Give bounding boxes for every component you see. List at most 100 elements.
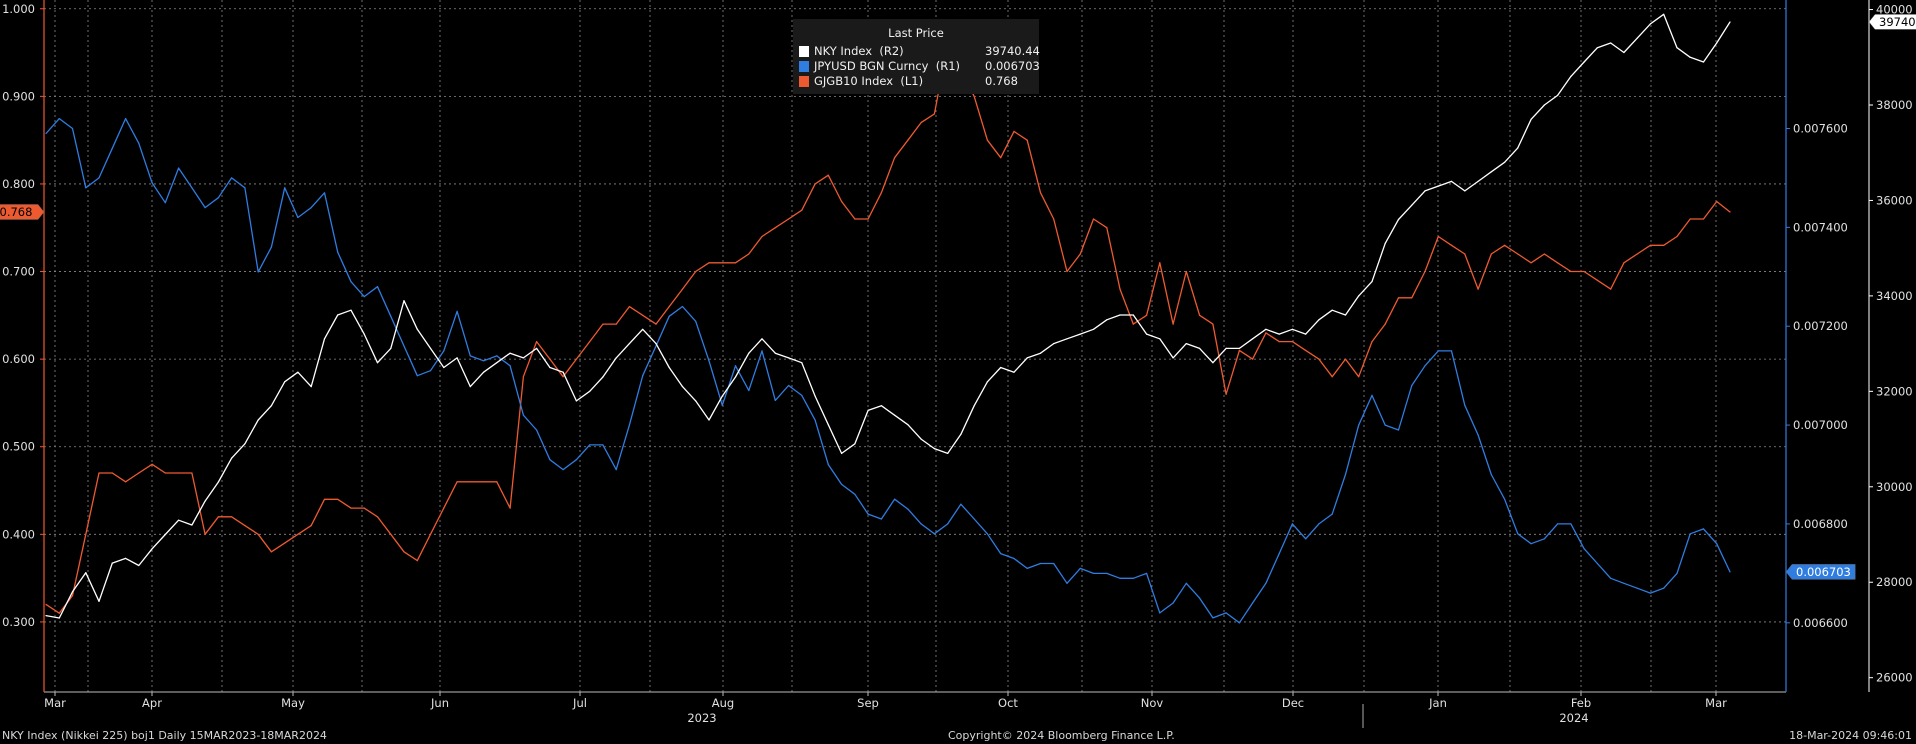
data-point-jpy-47 [668, 315, 670, 317]
data-point-jgb-126 [1716, 200, 1718, 203]
data-point-jgb-79 [1092, 218, 1095, 220]
data-point-nky-105 [1437, 185, 1439, 187]
data-point-nky-40 [575, 400, 578, 402]
data-point-nky-67 [933, 448, 936, 450]
data-point-jgb-41 [589, 341, 591, 343]
data-point-jpy-80 [1106, 572, 1108, 575]
data-point-jpy-38 [549, 459, 551, 461]
data-point-nky-17 [270, 405, 272, 407]
data-point-nky-55 [774, 352, 776, 354]
data-point-jgb-82 [1132, 323, 1134, 325]
data-point-jpy-43 [615, 469, 617, 471]
data-point-nky-107 [1464, 190, 1466, 192]
data-point-jgb-119 [1623, 262, 1625, 264]
data-point-jgb-106 [1450, 244, 1453, 246]
data-point-jgb-91 [1252, 358, 1254, 360]
data-point-jpy-15 [244, 187, 246, 189]
data-point-jpy-86 [1185, 582, 1187, 584]
data-point-nky-44 [628, 343, 631, 345]
data-point-jgb-120 [1636, 253, 1638, 255]
data-point-nky-20 [310, 386, 312, 388]
data-point-jgb-122 [1663, 244, 1665, 246]
data-point-jpy-18 [284, 187, 286, 189]
data-point-jpy-52 [734, 365, 737, 367]
data-point-nky-99 [1358, 295, 1360, 297]
data-point-jpy-54 [761, 350, 763, 352]
data-point-jpy-19 [297, 216, 299, 219]
data-point-nky-1 [58, 617, 60, 619]
data-point-jgb-5 [111, 472, 113, 474]
data-point-jpy-83 [1146, 572, 1148, 575]
footer-copyright: Copyright© 2024 Bloomberg Finance L.P. [948, 729, 1175, 742]
data-point-jgb-31 [456, 481, 458, 483]
data-point-jpy-70 [973, 518, 975, 520]
data-point-jgb-12 [204, 533, 206, 535]
data-point-nky-22 [337, 314, 339, 316]
chart-background [0, 0, 1916, 728]
data-point-jpy-126 [1716, 543, 1718, 545]
data-point-jpy-32 [469, 355, 471, 357]
data-point-jpy-123 [1676, 572, 1678, 575]
data-point-jgb-2 [71, 595, 74, 597]
legend-value-nky: 39740.44 [985, 44, 1040, 58]
data-point-jgb-109 [1490, 253, 1492, 255]
data-point-jgb-89 [1225, 393, 1227, 395]
data-point-nky-116 [1583, 61, 1585, 63]
data-point-jgb-59 [827, 174, 829, 176]
data-point-jgb-11 [191, 472, 193, 474]
data-point-jpy-125 [1702, 528, 1705, 530]
data-point-jgb-108 [1477, 288, 1479, 290]
data-point-jpy-124 [1689, 533, 1691, 535]
data-point-nky-52 [734, 376, 737, 378]
data-point-nky-14 [231, 457, 233, 459]
data-point-nky-109 [1490, 171, 1492, 173]
data-point-jpy-66 [920, 523, 922, 525]
data-point-nky-83 [1146, 333, 1148, 335]
data-point-nky-113 [1543, 104, 1545, 106]
data-point-jgb-32 [469, 481, 471, 483]
data-point-nky-60 [841, 452, 843, 454]
data-point-nky-35 [509, 352, 511, 354]
data-point-jpy-55 [774, 399, 776, 401]
data-point-jgb-4 [98, 472, 100, 474]
data-point-jgb-94 [1291, 341, 1293, 343]
data-point-jpy-25 [376, 286, 379, 288]
data-point-jgb-24 [363, 507, 365, 509]
data-point-nky-90 [1238, 347, 1240, 349]
data-point-nky-68 [947, 452, 949, 454]
data-point-nky-43 [615, 357, 617, 359]
data-point-nky-64 [894, 414, 896, 416]
data-point-nky-93 [1278, 333, 1280, 335]
data-point-jpy-116 [1583, 548, 1585, 550]
x-tick-label-8: Nov [1141, 696, 1164, 710]
data-point-jgb-16 [257, 533, 259, 535]
data-point-jpy-79 [1092, 572, 1095, 575]
data-point-jpy-103 [1411, 384, 1413, 387]
data-point-jgb-74 [1026, 139, 1028, 141]
data-point-jgb-67 [933, 113, 936, 115]
data-point-nky-101 [1384, 242, 1386, 244]
data-point-jpy-49 [695, 320, 697, 322]
series-line-jpy [45, 117, 1731, 624]
data-point-nky-47 [668, 366, 670, 369]
right2-tick-label-3: 34000 [1876, 289, 1913, 303]
data-point-nky-65 [907, 424, 909, 426]
tag-nky-text: 39740.44 [1879, 15, 1916, 29]
data-point-jpy-35 [509, 365, 511, 367]
data-point-jpy-115 [1570, 523, 1572, 525]
data-point-nky-108 [1477, 180, 1479, 182]
data-point-jgb-117 [1596, 279, 1598, 281]
x-tick-label-5: Aug [712, 696, 734, 710]
right1-tick-label-5: 0.006600 [1793, 616, 1848, 630]
data-point-jgb-62 [867, 218, 869, 220]
right2-tick-label-7: 26000 [1876, 671, 1913, 685]
x-tick-label-3: Jun [430, 696, 449, 710]
legend-name-jpy: JPYUSD BGN Curncy (R1) [814, 59, 961, 73]
data-point-jpy-94 [1291, 523, 1293, 525]
data-point-jpy-45 [642, 375, 644, 377]
footer-security-info: NKY Index (Nikkei 225) boj1 Daily 15MAR2… [2, 729, 327, 742]
data-point-jpy-40 [575, 459, 578, 461]
data-point-jpy-22 [337, 251, 339, 253]
x-tick-label-2: May [281, 696, 305, 710]
data-point-nky-85 [1172, 357, 1174, 359]
